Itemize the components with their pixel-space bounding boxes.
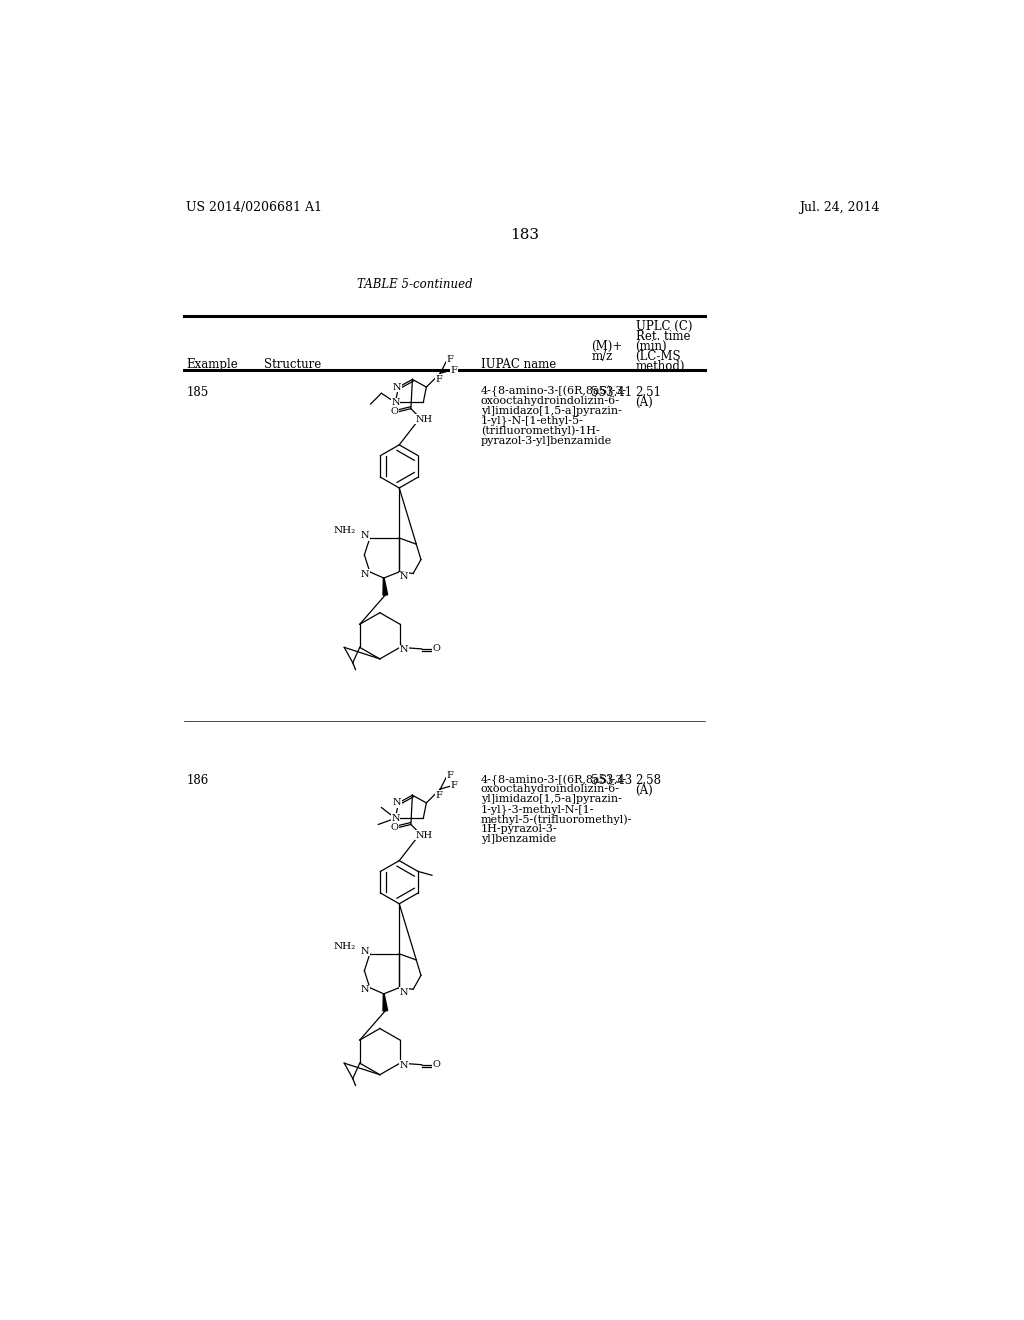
Text: F: F [451,366,458,375]
Text: 185: 185 [186,385,208,399]
Text: 2.58: 2.58 [636,775,662,788]
Text: pyrazol-3-yl]benzamide: pyrazol-3-yl]benzamide [480,436,612,446]
Text: 186: 186 [186,775,208,788]
Text: N: N [391,814,399,822]
Text: N: N [360,986,370,994]
Text: N: N [399,572,409,581]
Text: NH₂: NH₂ [334,525,356,535]
Text: US 2014/0206681 A1: US 2014/0206681 A1 [186,201,323,214]
Text: F: F [435,375,442,384]
Text: NH₂: NH₂ [334,941,356,950]
Text: IUPAC name: IUPAC name [480,358,556,371]
Text: (min): (min) [636,341,668,354]
Text: F: F [435,791,442,800]
Text: methyl-5-(trifluoromethyl)-: methyl-5-(trifluoromethyl)- [480,814,632,825]
Text: (A): (A) [636,396,653,409]
Text: N: N [360,570,370,578]
Text: (M)+: (M)+ [592,341,623,354]
Text: O: O [432,1060,440,1069]
Text: 4-{8-amino-3-[(6R,8aS)-3-: 4-{8-amino-3-[(6R,8aS)-3- [480,385,627,397]
Text: oxooctahydroindolizin-6-: oxooctahydroindolizin-6- [480,784,620,795]
Text: oxooctahydroindolizin-6-: oxooctahydroindolizin-6- [480,396,620,405]
Text: (trifluoromethyl)-1H-: (trifluoromethyl)-1H- [480,425,599,436]
Text: Structure: Structure [263,358,321,371]
Text: N: N [391,399,399,407]
Text: method): method) [636,360,685,374]
Text: yl]imidazo[1,5-a]pyrazin-: yl]imidazo[1,5-a]pyrazin- [480,795,622,804]
Text: F: F [451,781,458,791]
Text: N: N [399,1061,409,1071]
Text: TABLE 5-continued: TABLE 5-continued [357,277,472,290]
Text: N: N [399,987,409,997]
Text: N: N [399,645,409,655]
Text: 553.43: 553.43 [592,775,633,788]
Text: 553.41: 553.41 [592,385,633,399]
Text: O: O [391,824,398,832]
Text: 183: 183 [510,227,540,242]
Text: UPLC (C): UPLC (C) [636,321,692,333]
Text: Example: Example [186,358,238,371]
Text: 1-yl}-N-[1-ethyl-5-: 1-yl}-N-[1-ethyl-5- [480,416,584,426]
Text: yl]imidazo[1,5-a]pyrazin-: yl]imidazo[1,5-a]pyrazin- [480,405,622,416]
Polygon shape [383,578,388,595]
Text: F: F [446,771,453,780]
Text: (LC-MS: (LC-MS [636,350,681,363]
Text: 1H-pyrazol-3-: 1H-pyrazol-3- [480,825,557,834]
Text: Jul. 24, 2014: Jul. 24, 2014 [800,201,880,214]
Text: N: N [392,799,401,808]
Text: 1-yl}-3-methyl-N-[1-: 1-yl}-3-methyl-N-[1- [480,804,594,816]
Text: yl]benzamide: yl]benzamide [480,834,556,845]
Text: 2.51: 2.51 [636,385,662,399]
Text: (A): (A) [636,784,653,797]
Text: NH: NH [416,414,432,424]
Text: O: O [391,408,398,416]
Polygon shape [383,994,388,1011]
Text: O: O [432,644,440,653]
Text: N: N [360,946,370,956]
Text: Ret. time: Ret. time [636,330,690,343]
Text: N: N [360,531,370,540]
Text: m/z: m/z [592,350,612,363]
Text: N: N [392,383,401,392]
Text: F: F [446,355,453,364]
Text: 4-{8-amino-3-[(6R,8aS)-3-: 4-{8-amino-3-[(6R,8aS)-3- [480,775,627,785]
Text: NH: NH [416,830,432,840]
